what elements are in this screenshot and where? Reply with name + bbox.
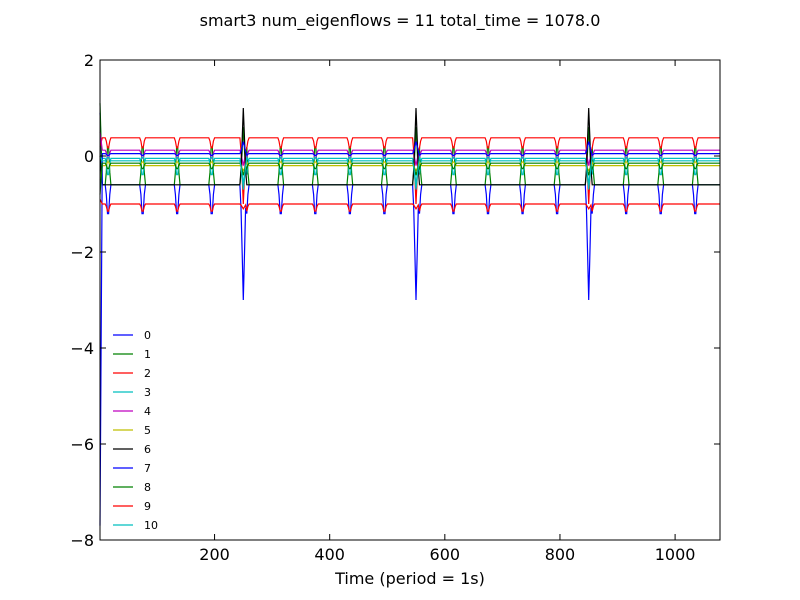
plot-lines [99,103,720,526]
series-line-2 [99,137,720,205]
y-tick-label: −6 [70,435,94,454]
series-line-9 [99,198,720,212]
series-line-0 [99,112,720,301]
x-axis-ticks: 200 400 600 800 1000 [199,60,695,564]
y-axis-ticks: −8 −6 −4 −2 0 2 [70,51,720,550]
x-tick-label: 600 [430,545,461,564]
legend-label-10: 10 [144,519,158,532]
series-line-4 [99,131,720,166]
x-tick-label: 1000 [655,545,696,564]
y-tick-label: −4 [70,339,94,358]
legend-label-0: 0 [144,329,151,342]
x-tick-label: 400 [314,545,345,564]
legend-label-4: 4 [144,405,151,418]
legend-label-9: 9 [144,500,151,513]
series-line-10 [99,155,720,190]
legend: 0 1 2 3 4 5 6 7 8 9 10 [113,329,158,532]
series-line-8 [99,162,720,195]
x-tick-label: 200 [199,545,230,564]
legend-label-7: 7 [144,462,151,475]
legend-label-2: 2 [144,367,151,380]
series-line-6 [99,107,720,186]
series-line-7 [99,141,720,526]
x-axis-label: Time (period = 1s) [334,569,485,588]
chart-title: smart3 num_eigenflows = 11 total_time = … [200,11,601,31]
series-line-5 [99,160,720,181]
legend-label-5: 5 [144,424,151,437]
y-tick-label: 2 [84,51,94,70]
x-tick-label: 800 [545,545,576,564]
legend-label-6: 6 [144,443,151,456]
y-tick-label: 0 [84,147,94,166]
series-line-3 [99,157,720,185]
y-tick-label: −8 [70,531,94,550]
legend-label-1: 1 [144,348,151,361]
legend-label-8: 8 [144,481,151,494]
legend-label-3: 3 [144,386,151,399]
y-tick-label: −2 [70,243,94,262]
plot-frame [99,59,721,541]
